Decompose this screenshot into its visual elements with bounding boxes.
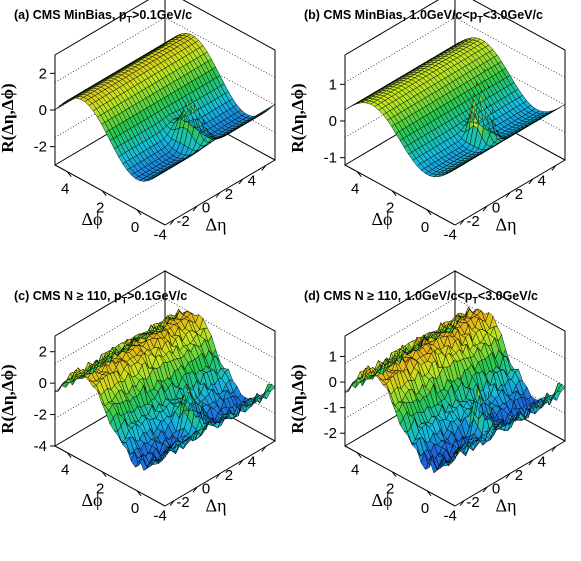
x-tick-label: 2 — [515, 467, 523, 484]
chart-title: (c) CMS N ≥ 110, pT>0.1GeV/c — [14, 289, 188, 306]
chart-title: (a) CMS MinBias, pT>0.1GeV/c — [14, 8, 193, 25]
panel-c: (c) CMS N ≥ 110, pT>0.1GeV/c -4 -2 0 2 4 0 2 4-… — [0, 270, 290, 561]
z-tick-label: 2 — [39, 344, 47, 361]
z-tick-label: -2 — [324, 425, 337, 442]
x-tick-label: 4 — [538, 453, 546, 470]
surface — [54, 308, 276, 471]
x-axis-label: Δη — [206, 215, 227, 235]
x-axis-label: Δη — [496, 215, 517, 235]
x-tick-label: -2 — [176, 494, 189, 511]
x-tick-label: 0 — [492, 200, 500, 217]
panel-a: (a) CMS MinBias, pT>0.1GeV/c -4 -2 0 2 4 0 2 4-… — [0, 0, 290, 280]
surface — [344, 37, 566, 178]
z-tick-label: -4 — [34, 438, 47, 455]
surface — [344, 306, 566, 474]
y-tick-label: 2 — [386, 481, 394, 498]
x-tick-label: -4 — [153, 227, 166, 244]
x-tick-label: 0 — [202, 481, 210, 498]
x-tick-label: -4 — [443, 227, 456, 244]
z-axis-label: R(Δη,Δϕ) — [288, 364, 307, 433]
z-tick-label: 1 — [329, 76, 337, 93]
z-tick-label: -2 — [34, 407, 47, 424]
x-tick-label: 2 — [225, 186, 233, 203]
z-tick-label: 1 — [329, 348, 337, 365]
surface-cell — [556, 383, 566, 392]
y-tick-label: 0 — [421, 500, 429, 517]
z-tick-label: 0 — [329, 113, 337, 130]
x-axis-label: Δη — [206, 496, 227, 516]
y-tick-label: 2 — [96, 200, 104, 217]
z-axis-label: R(Δη,Δϕ) — [0, 83, 17, 152]
z-tick-label: -1 — [324, 400, 337, 417]
y-tick-label: 0 — [131, 500, 139, 517]
y-axis-label: Δϕ — [81, 490, 102, 510]
y-axis-label: Δϕ — [371, 490, 392, 510]
x-tick-label: 4 — [248, 172, 256, 189]
z-tick-label: 2 — [39, 65, 47, 82]
y-tick-label: 0 — [421, 219, 429, 236]
z-axis-label: R(Δη,Δϕ) — [288, 83, 307, 152]
y-axis-label: Δϕ — [371, 209, 392, 229]
z-tick-label: -2 — [34, 139, 47, 156]
x-tick-label: -4 — [153, 508, 166, 525]
z-tick-label: 0 — [39, 375, 47, 392]
x-tick-label: 4 — [538, 172, 546, 189]
z-tick-label: 0 — [329, 374, 337, 391]
y-tick-label: 4 — [351, 462, 359, 479]
x-tick-label: -2 — [176, 213, 189, 230]
surface-cell — [266, 384, 276, 392]
surface — [54, 33, 276, 182]
z-axis-label: R(Δη,Δϕ) — [0, 364, 17, 433]
y-tick-label: 0 — [131, 219, 139, 236]
x-tick-label: 0 — [202, 200, 210, 217]
z-tick-label: -1 — [324, 150, 337, 167]
y-tick-label: 4 — [61, 462, 69, 479]
surface-cell — [557, 104, 566, 110]
x-tick-label: 0 — [492, 481, 500, 498]
surface-cell — [267, 104, 276, 111]
y-tick-label: 4 — [351, 181, 359, 198]
panel-d: (d) CMS N ≥ 110, 1.0GeV/c<pT<3.0GeV/c -4… — [288, 270, 580, 561]
x-tick-label: 4 — [248, 453, 256, 470]
x-tick-label: -4 — [443, 508, 456, 525]
x-tick-label: -2 — [466, 494, 479, 511]
x-axis-label: Δη — [496, 496, 517, 516]
chart-title: (d) CMS N ≥ 110, 1.0GeV/c<pT<3.0GeV/c — [304, 289, 539, 306]
x-tick-label: -2 — [466, 213, 479, 230]
y-tick-label: 4 — [61, 181, 69, 198]
chart-title: (b) CMS MinBias, 1.0GeV/c<pT<3.0GeV/c — [304, 8, 543, 25]
x-tick-label: 2 — [225, 467, 233, 484]
y-axis-label: Δϕ — [81, 209, 102, 229]
y-tick-label: 2 — [96, 481, 104, 498]
z-tick-label: 0 — [39, 102, 47, 119]
y-tick-label: 2 — [386, 200, 394, 217]
x-tick-label: 2 — [515, 186, 523, 203]
panel-b: (b) CMS MinBias, 1.0GeV/c<pT<3.0GeV/c -4… — [288, 0, 580, 280]
